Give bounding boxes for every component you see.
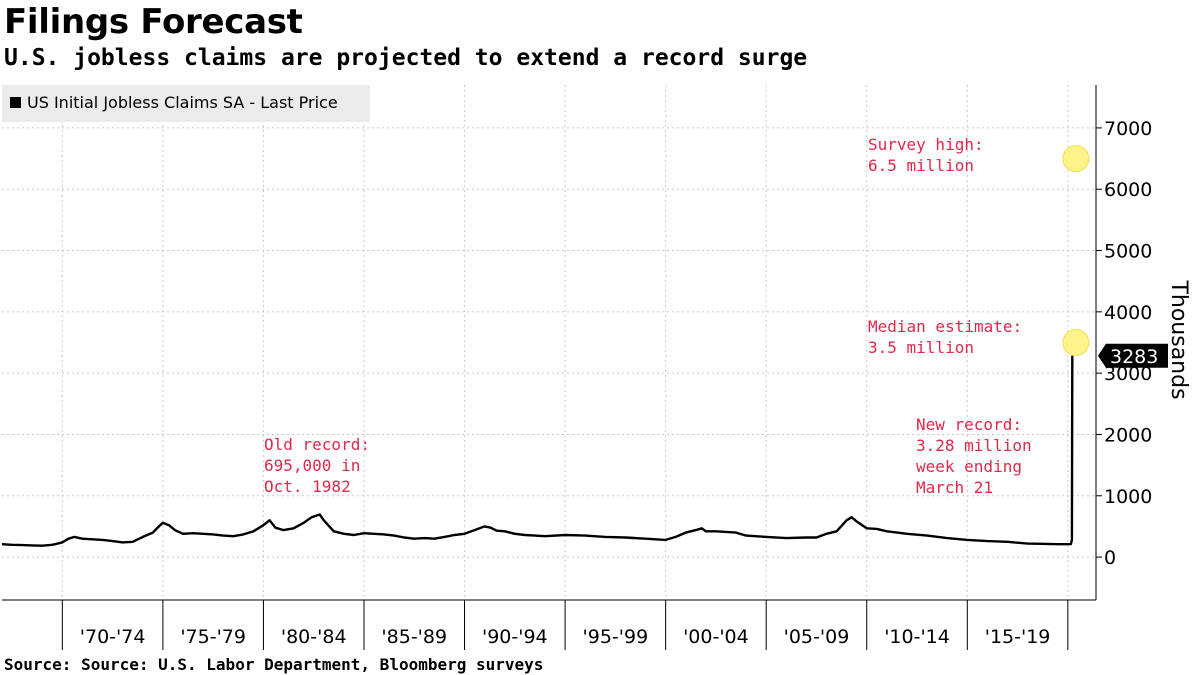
forecast-point-median [1062,329,1090,356]
y-tick-label: 3000 [1104,363,1152,385]
y-tick-label: 6000 [1104,179,1152,201]
annotation-new-record: New record: [916,415,1022,434]
annotation-median: 3.5 million [868,338,974,357]
annotation-old-record: Old record: [264,435,370,454]
x-tick-label: '90-'94 [482,626,548,648]
axes: 0 1000 2000 3000 4000 5000 6000 7000 '70-'74 '75-… [2,85,1191,650]
y-tick-label: 7000 [1104,118,1152,140]
x-tick-label: '05-'09 [784,626,850,648]
last-value-tag [1098,343,1168,368]
chart-title: Filings Forecast [4,2,303,42]
y-tick-label: 4000 [1104,302,1152,324]
x-tick-label: '80-'84 [281,626,347,648]
x-tick-label: '85-'89 [381,626,447,648]
x-tick-label: '70-'74 [80,626,146,648]
x-tick-label: '10-'14 [884,626,950,648]
series-layer [1,355,1074,547]
annotation-new-record: March 21 [916,478,993,497]
annotation-survey-high: Survey high: [868,135,984,154]
x-tick-label: '75-'79 [180,626,246,648]
x-tick-label: '00-'04 [683,626,749,648]
forecast-point-survey-high [1062,145,1090,173]
annotation-survey-high: 6.5 million [868,156,974,175]
annotations: 3283 Survey high: 6.5 million Median estima… [264,135,1168,497]
legend-swatch [10,97,21,108]
annotation-old-record: Oct. 1982 [264,477,351,496]
grid-lines [2,85,1096,600]
y-tick-label: 0 [1104,547,1116,569]
annotation-new-record: 3.28 million [916,436,1032,455]
legend: US Initial Jobless Claims SA - Last Pric… [2,85,370,122]
y-tick-label: 2000 [1104,424,1152,446]
legend-box [2,85,370,122]
y-tick-label: 5000 [1104,241,1152,263]
annotation-new-record: week ending [916,457,1022,476]
x-tick-label: '95-'99 [583,626,649,648]
legend-label: US Initial Jobless Claims SA - Last Pric… [27,93,338,112]
y-axis-title: Thousands [1166,279,1191,399]
source-note: Source: Source: U.S. Labor Department, B… [4,655,544,674]
x-tick-label: '15-'19 [985,626,1051,648]
chart-subtitle: U.S. jobless claims are projected to ext… [4,45,808,71]
claims-line [1,355,1074,547]
annotation-old-record: 695,000 in [264,456,360,475]
y-tick-label: 1000 [1104,486,1152,508]
last-value-label: 3283 [1110,346,1158,368]
annotation-median: Median estimate: [868,317,1022,336]
